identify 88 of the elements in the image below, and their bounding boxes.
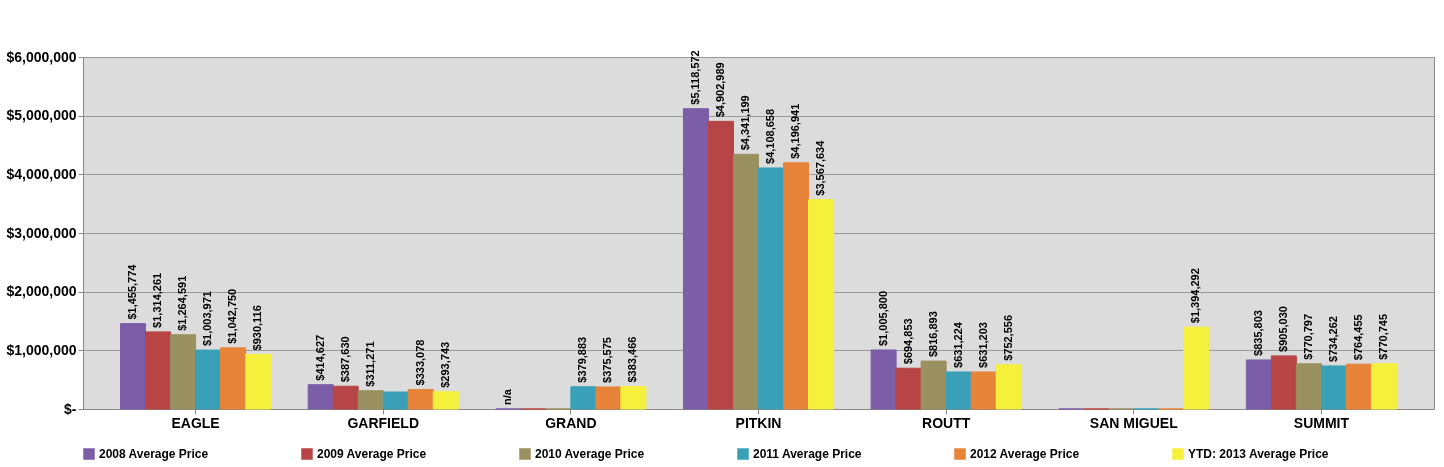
data-label: $1,042,750	[226, 288, 239, 344]
bar	[920, 360, 947, 410]
data-label: $1,455,774	[126, 263, 139, 320]
y-tick-label: $-	[64, 400, 77, 417]
y-tick-label: $2,000,000	[6, 283, 77, 300]
data-label: $694,853	[901, 318, 914, 365]
bar	[620, 386, 647, 410]
data-label: $631,224	[951, 321, 964, 368]
data-label: n/a	[501, 388, 514, 405]
bar	[707, 120, 734, 410]
x-tick-label: EAGLE	[171, 414, 220, 431]
bar	[732, 153, 759, 410]
bar	[1183, 326, 1210, 410]
bar	[332, 385, 359, 410]
bar	[1295, 363, 1322, 410]
bar	[808, 199, 835, 410]
data-label: $293,743	[438, 341, 451, 388]
bar	[382, 391, 409, 410]
bar	[1270, 355, 1297, 410]
data-label: $4,341,199	[738, 95, 751, 151]
legend-label: YTD: 2013 Average Price	[1188, 447, 1329, 461]
bar	[970, 371, 997, 410]
data-label: $414,627	[313, 334, 326, 381]
data-label: $905,030	[1276, 306, 1289, 352]
data-label: $383,466	[626, 336, 639, 383]
data-label: $1,314,261	[151, 272, 164, 328]
legend-label: 2011 Average Price	[753, 447, 862, 461]
data-label: $770,797	[1301, 313, 1314, 360]
y-tick-label: $4,000,000	[6, 165, 77, 182]
bar	[220, 347, 247, 410]
x-tick-label: SAN MIGUEL	[1089, 414, 1179, 431]
data-label: $4,902,989	[713, 62, 726, 118]
data-label: $734,262	[1326, 316, 1339, 362]
y-tick-label: $3,000,000	[6, 224, 77, 241]
data-label: $4,196,941	[789, 103, 802, 159]
bar	[783, 162, 810, 410]
bar	[170, 334, 197, 410]
bar	[307, 384, 334, 410]
legend-label: 2008 Average Price	[99, 447, 209, 461]
x-tick-label: PITKIN	[735, 414, 782, 431]
bar	[595, 386, 622, 410]
bar	[145, 331, 172, 410]
data-label: $752,556	[1001, 314, 1014, 361]
data-label: $3,567,634	[814, 139, 827, 196]
bar	[945, 371, 972, 410]
legend-label: 2012 Average Price	[970, 447, 1080, 461]
data-label: $387,630	[338, 336, 351, 383]
data-label: $311,271	[363, 341, 376, 387]
legend-label: 2010 Average Price	[535, 447, 645, 461]
data-label: $631,203	[976, 322, 989, 368]
x-tick-label: SUMMIT	[1293, 414, 1350, 431]
bar	[1245, 359, 1272, 410]
data-label: $379,883	[576, 336, 589, 383]
bar	[1320, 365, 1347, 410]
bar	[682, 108, 709, 410]
bar	[1345, 363, 1372, 410]
data-label: $764,455	[1351, 314, 1364, 361]
x-tick-label: GRAND	[545, 414, 597, 431]
bar	[195, 349, 222, 410]
data-label: $1,394,292	[1189, 268, 1202, 324]
bar	[895, 367, 922, 410]
bar	[1370, 363, 1397, 410]
data-label: $770,745	[1376, 313, 1389, 360]
bar	[120, 323, 147, 410]
data-label: $4,108,658	[764, 108, 777, 164]
bar	[870, 349, 897, 410]
bar	[570, 386, 597, 410]
data-label: $835,803	[1251, 310, 1264, 356]
bar	[758, 167, 785, 410]
bar	[995, 364, 1022, 410]
y-tick-label: $5,000,000	[6, 107, 77, 124]
bar	[407, 388, 434, 410]
legend-label: 2009 Average Price	[317, 447, 427, 461]
data-label: $1,264,591	[176, 275, 189, 331]
data-label: $816,893	[926, 311, 939, 358]
data-label: $1,005,800	[876, 290, 889, 346]
y-tick-label: $6,000,000	[6, 48, 77, 65]
y-tick-label: $1,000,000	[6, 341, 77, 358]
bar	[357, 390, 384, 410]
data-label: $375,575	[601, 337, 614, 383]
bar	[432, 391, 459, 410]
data-label: $930,116	[251, 305, 264, 351]
x-tick-label: ROUTT	[922, 414, 971, 431]
data-label: $5,118,572	[688, 50, 701, 105]
data-label: $333,078	[413, 339, 426, 386]
bar	[245, 353, 272, 410]
x-tick-label: GARFIELD	[347, 414, 419, 431]
data-label: $1,003,971	[201, 291, 214, 347]
